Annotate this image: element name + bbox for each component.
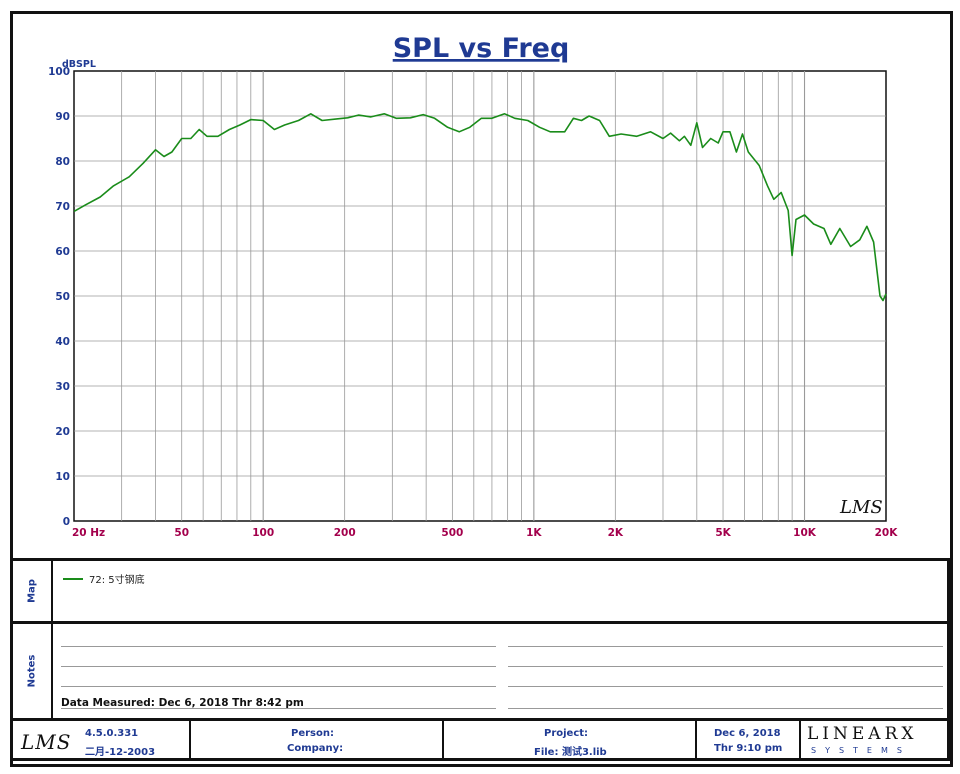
person-label: Person: (291, 728, 334, 739)
y-tick-label: 80 (55, 156, 70, 168)
y-tick-label: 90 (55, 111, 70, 123)
y-tick-label: 60 (55, 246, 70, 258)
note-line (508, 708, 943, 709)
x-tick-label: 200 (334, 527, 356, 539)
chart-title: SPL vs Freq (393, 33, 570, 64)
x-tick-label: 2K (608, 527, 624, 539)
linearx-systems-text: SYSTEMS (811, 746, 911, 755)
footer-person-cell: Person: Company: (191, 721, 444, 758)
note-line (61, 666, 496, 667)
version-text: 4.5.0.331 (85, 728, 139, 739)
spl-chart: SPL vs Freq dBSPL 0 10 20 30 40 50 60 70 80 90 100… (48, 33, 898, 539)
x-tick-label: 10K (793, 527, 817, 539)
y-tick-label: 40 (55, 336, 70, 348)
note-line (508, 646, 943, 647)
y-tick-label: 50 (55, 291, 70, 303)
note-line (61, 686, 496, 687)
data-measured-text: Data Measured: Dec 6, 2018 Thr 8:42 pm (61, 697, 304, 709)
notes-panel: Notes Data Measured: Dec 6, 2018 Thr 8:4… (10, 621, 950, 718)
y-tick-label: 70 (55, 201, 70, 213)
y-tick-label: 30 (55, 381, 70, 393)
notes-side-label: Notes (13, 624, 53, 718)
project-label: Project: (544, 728, 589, 739)
x-tick-label: 500 (441, 527, 463, 539)
note-line (508, 666, 943, 667)
lms-logo: LMS (21, 730, 72, 754)
y-tick-label: 0 (63, 516, 70, 528)
chart-frame (10, 11, 953, 767)
map-side-label: Map (13, 561, 53, 621)
legend-label: 72: 5寸钢底 (89, 575, 145, 586)
legend-swatch (63, 577, 83, 580)
map-panel: Map 72: 5寸钢底 (10, 558, 950, 621)
grid (73, 70, 887, 522)
legend-entry[interactable]: 72: 5寸钢底 (63, 571, 145, 586)
y-tick-label: 10 (55, 471, 70, 483)
x-tick-label: 1K (526, 527, 542, 539)
watermark-logo: LMS (839, 497, 883, 518)
x-tick-label: 50 (174, 527, 189, 539)
curves (73, 113, 887, 302)
x-tick-label: 20 Hz (72, 527, 105, 539)
footer-panel: LMS 4.5.0.331 二月-12-2003 Person: Company… (10, 718, 950, 761)
footer-version-cell: LMS 4.5.0.331 二月-12-2003 (13, 721, 191, 758)
footer-project-cell: Project: File: 测试3.lib (444, 721, 697, 758)
time-text: Thr 9:10 pm (714, 743, 783, 754)
x-tick-label: 20K (875, 527, 899, 539)
y-tick-label: 100 (48, 66, 70, 78)
y-tick-label: 20 (55, 426, 70, 438)
version-date-text: 二月-12-2003 (85, 747, 156, 758)
x-tick-label: 100 (252, 527, 274, 539)
note-line (508, 686, 943, 687)
note-line (61, 646, 496, 647)
note-line (61, 708, 496, 709)
spl-curve (73, 113, 887, 302)
tick-labels: 0 10 20 30 40 50 60 70 80 90 100 20 Hz 50 100 200 500 1K… (48, 66, 898, 539)
y-axis-label: dBSPL (62, 59, 96, 70)
date-text: Dec 6, 2018 (714, 728, 781, 739)
x-tick-label: 5K (715, 527, 731, 539)
file-label: File: 测试3.lib (534, 747, 607, 758)
linearx-logo: LINEARX (807, 724, 918, 744)
company-label: Company: (287, 743, 344, 754)
footer-brand-cell: LINEARX SYSTEMS (801, 721, 947, 758)
footer-date-cell: Dec 6, 2018 Thr 9:10 pm (697, 721, 801, 758)
